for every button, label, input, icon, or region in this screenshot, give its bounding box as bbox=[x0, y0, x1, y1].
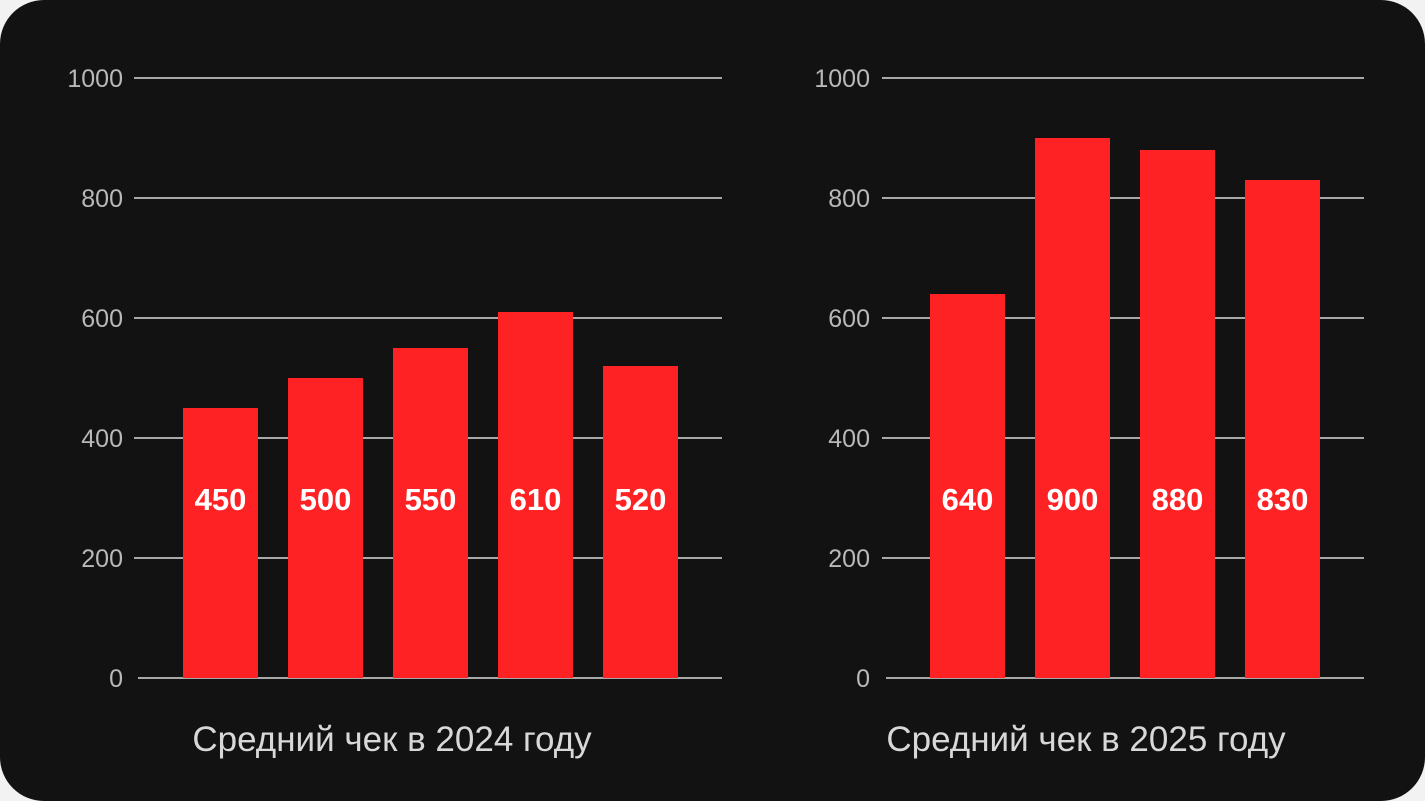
bar bbox=[1140, 150, 1215, 678]
bar-value-label: 610 bbox=[510, 482, 562, 517]
bar bbox=[393, 348, 468, 678]
bar-value-label: 450 bbox=[195, 482, 247, 517]
chart-2024: Средний чек в 2024 году 0 200 400 600 800 100… bbox=[67, 65, 722, 759]
y-tick-label: 400 bbox=[81, 425, 123, 453]
y-tick-label: 200 bbox=[81, 545, 123, 573]
bar-value-label: 550 bbox=[405, 482, 457, 517]
bar bbox=[1245, 180, 1320, 678]
bar bbox=[498, 312, 573, 678]
chart-title-2025: Средний чек в 2025 году bbox=[886, 720, 1286, 759]
bar bbox=[930, 294, 1005, 678]
y-tick-label: 600 bbox=[81, 305, 123, 333]
bar bbox=[288, 378, 363, 678]
y-tick-label: 600 bbox=[828, 305, 870, 333]
y-tick-label: 200 bbox=[828, 545, 870, 573]
chart-2025: Средний чек в 2025 году 0 200 400 600 800 100… bbox=[814, 65, 1364, 759]
bar bbox=[1035, 138, 1110, 678]
y-tick-label: 1000 bbox=[814, 65, 870, 93]
bar-value-label: 830 bbox=[1257, 482, 1309, 517]
bar-value-label: 520 bbox=[615, 482, 667, 517]
y-tick-label: 400 bbox=[828, 425, 870, 453]
y-tick-label: 0 bbox=[109, 665, 123, 693]
y-tick-label: 0 bbox=[856, 665, 870, 693]
bar-value-label: 640 bbox=[942, 482, 994, 517]
y-tick-label: 800 bbox=[828, 185, 870, 213]
bar-value-label: 500 bbox=[300, 482, 352, 517]
chart-title-2024: Средний чек в 2024 году bbox=[192, 720, 592, 759]
bar bbox=[183, 408, 258, 678]
y-tick-label: 800 bbox=[81, 185, 123, 213]
y-tick-label: 1000 bbox=[67, 65, 123, 93]
bar-value-label: 880 bbox=[1152, 482, 1204, 517]
bar-value-label: 900 bbox=[1047, 482, 1099, 517]
bar bbox=[603, 366, 678, 678]
